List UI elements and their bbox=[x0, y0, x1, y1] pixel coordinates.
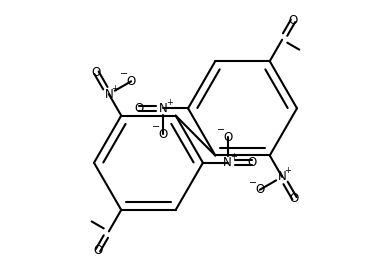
Text: −: − bbox=[120, 69, 128, 79]
Text: N: N bbox=[223, 156, 232, 169]
Text: N: N bbox=[159, 102, 168, 115]
Text: O: O bbox=[290, 192, 299, 205]
Text: O: O bbox=[255, 183, 265, 196]
Text: O: O bbox=[126, 75, 136, 88]
Text: O: O bbox=[223, 130, 232, 144]
Text: +: + bbox=[230, 152, 237, 161]
Text: O: O bbox=[248, 156, 257, 169]
Text: O: O bbox=[92, 66, 101, 79]
Text: +: + bbox=[285, 167, 291, 176]
Text: −: − bbox=[249, 178, 257, 188]
Text: O: O bbox=[134, 102, 143, 115]
Text: O: O bbox=[288, 14, 298, 27]
Text: N: N bbox=[104, 88, 113, 101]
Text: O: O bbox=[94, 244, 102, 257]
Text: −: − bbox=[217, 125, 225, 135]
Text: O: O bbox=[159, 128, 168, 141]
Text: +: + bbox=[166, 98, 173, 107]
Text: N: N bbox=[278, 171, 286, 183]
Text: +: + bbox=[111, 84, 118, 93]
Text: −: − bbox=[152, 122, 161, 132]
